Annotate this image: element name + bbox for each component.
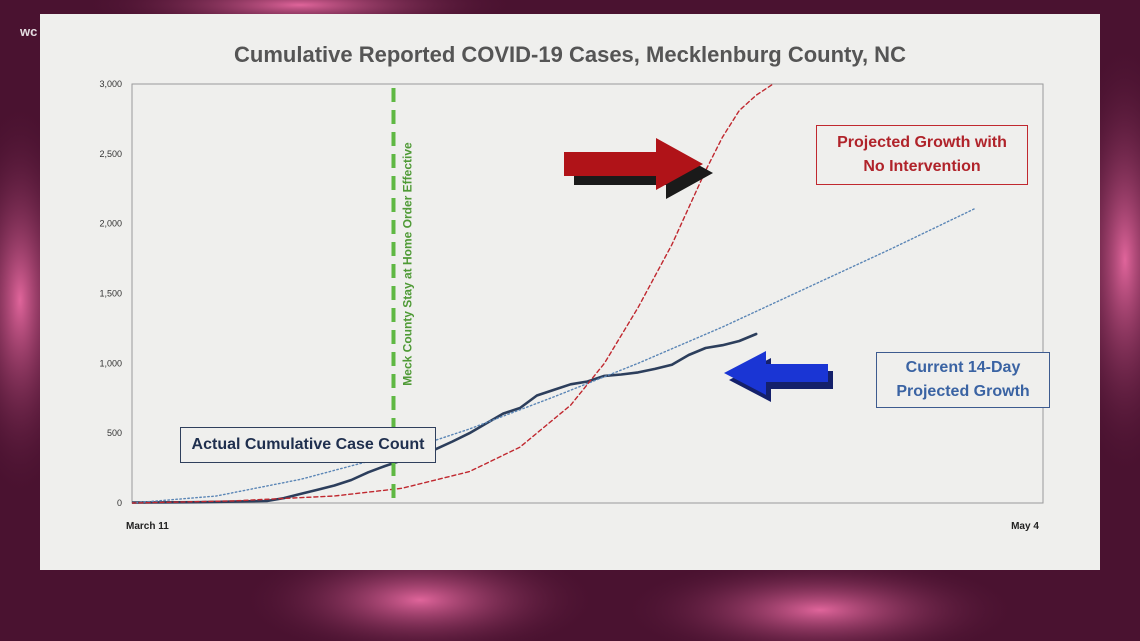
x-tick-label: March 11 — [126, 521, 169, 532]
y-tick-label: 3,000 — [99, 79, 122, 89]
actual-count-label: Actual Cumulative Case Count — [180, 427, 436, 463]
line-chart: 0 500 1,000 1,500 2,000 2,500 3,000 March 11 May… — [99, 79, 1044, 532]
series-line-1 — [132, 207, 977, 504]
blue-arrow-icon — [724, 351, 828, 395]
y-tick-label: 0 — [117, 498, 122, 508]
plot-frame — [131, 83, 1044, 504]
current-14day-label: Current 14-Day Projected Growth — [876, 352, 1050, 408]
no-intervention-label: Projected Growth with No Intervention — [816, 125, 1028, 185]
y-tick-label: 1,500 — [99, 289, 122, 299]
station-watermark: wc — [20, 24, 38, 39]
y-tick-label: 2,000 — [99, 219, 122, 229]
chart-slide: Cumulative Reported COVID-19 Cases, Meck… — [40, 14, 1100, 570]
y-tick-label: 500 — [107, 428, 122, 438]
stay-home-order-label: Meck County Stay at Home Order Effective — [400, 142, 414, 386]
current-14day-label-line2: Projected Growth — [896, 383, 1030, 400]
series-line-2 — [132, 84, 774, 504]
no-intervention-label-line2: No Intervention — [863, 158, 981, 175]
red-arrow-icon — [564, 138, 703, 190]
no-intervention-label-line1: Projected Growth with — [837, 134, 1007, 151]
chart-title: Cumulative Reported COVID-19 Cases, Meck… — [234, 42, 906, 67]
current-14day-label-line1: Current 14-Day — [905, 359, 1021, 376]
series-line-0 — [132, 332, 758, 504]
x-tick-label: May 4 — [1011, 521, 1039, 532]
y-tick-label: 2,500 — [99, 149, 122, 159]
y-tick-label: 1,000 — [99, 358, 122, 368]
